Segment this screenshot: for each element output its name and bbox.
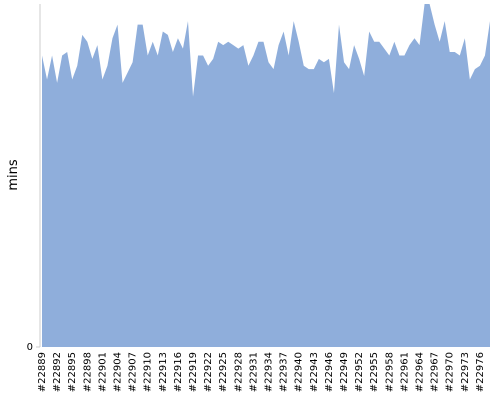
x-tick-label: #22973	[460, 352, 471, 392]
x-tick-label: #22889	[37, 352, 48, 392]
y-tick-label: 0	[27, 342, 33, 353]
x-tick-label: #22904	[113, 352, 124, 392]
x-tick-label: #22898	[82, 352, 93, 392]
x-tick-label: #22940	[294, 352, 305, 392]
x-tick-label: #22934	[264, 352, 275, 392]
x-tick-label: #22916	[173, 352, 184, 392]
x-tick-label: #22928	[233, 352, 244, 392]
x-tick-label: #22964	[415, 352, 426, 392]
x-tick-label: #22943	[309, 352, 320, 392]
x-tick-label: #22976	[475, 352, 486, 392]
x-tick-label: #22952	[354, 352, 365, 392]
x-tick-label: #22919	[188, 352, 199, 392]
area	[42, 4, 490, 347]
x-tick-label: #22946	[324, 352, 335, 392]
x-tick-label: #22895	[67, 352, 78, 392]
x-tick-label: #22925	[218, 352, 229, 392]
y-axis-label: mins	[6, 159, 21, 191]
x-tick-label: #22937	[279, 352, 290, 392]
x-tick-label: #22949	[339, 352, 350, 392]
x-tick-label: #22892	[52, 352, 63, 392]
x-tick-label: #22955	[369, 352, 380, 392]
x-tick-label: #22922	[203, 352, 214, 392]
x-tick-label: #22958	[384, 352, 395, 392]
x-tick-label: #22910	[143, 352, 154, 392]
x-tick-label: #22961	[399, 352, 410, 392]
x-tick-label: #22913	[158, 352, 169, 392]
x-tick-label: #22931	[248, 352, 259, 392]
x-tick-label: #22907	[128, 352, 139, 392]
x-tick-label: #22970	[445, 352, 456, 392]
x-tick-label: #22967	[430, 352, 441, 392]
x-tick-label: #22901	[97, 352, 108, 392]
